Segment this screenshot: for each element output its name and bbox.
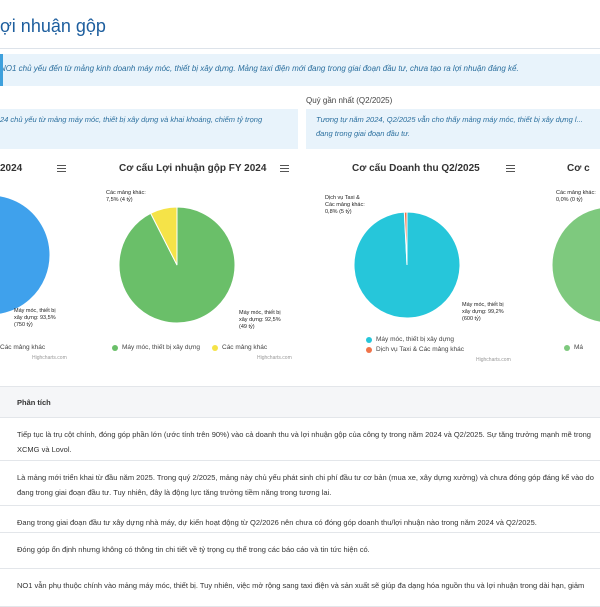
table-row: Đang trong giai đoạn đầu tư xây dựng nhà… bbox=[0, 505, 600, 533]
page-title: ợi nhuận gộp bbox=[0, 16, 106, 36]
table-cell-analysis: Đang trong giai đoạn đầu tư xây dựng nhà… bbox=[17, 518, 537, 527]
chart1-title: 2024 bbox=[0, 163, 23, 174]
chart4-label-other: Các mảng khác: 0,0% (0 tỷ) bbox=[556, 190, 596, 203]
chart2-credit[interactable]: Highcharts.com bbox=[257, 355, 292, 361]
note-q2-2025: Tương tự năm 2024, Q2/2025 vẫn cho thấy … bbox=[306, 109, 600, 149]
table-header-row: Phân tích bbox=[0, 386, 600, 418]
chart2-pie bbox=[118, 206, 236, 324]
table-row: Đóng góp ổn định nhưng không có thông ti… bbox=[0, 532, 600, 569]
chart2-legend-item-main[interactable]: Máy móc, thiết bị xây dựng bbox=[112, 344, 200, 351]
table-row: NO1 vẫn phụ thuộc chính vào mảng máy móc… bbox=[0, 568, 600, 607]
divider bbox=[0, 48, 600, 49]
table-cell-analysis: Tiếp tục là trụ cột chính, đóng góp phần… bbox=[17, 430, 591, 454]
chart2-menu-icon[interactable] bbox=[280, 165, 289, 173]
chart1-label-main: Máy móc, thiết bị xây dựng: 93,5% (750 t… bbox=[14, 308, 56, 328]
note-fy2024: 24 chủ yếu từ mảng máy móc, thiết bị xây… bbox=[0, 109, 298, 149]
chart4-slices bbox=[551, 207, 600, 323]
chart3-menu-icon[interactable] bbox=[506, 165, 515, 173]
chart3-legend-item-other[interactable]: Dịch vụ Taxi & Các mảng khác bbox=[366, 346, 464, 353]
pie-slice-main[interactable] bbox=[0, 195, 51, 315]
chart3-label-main: Máy móc, thiết bị xây dựng: 99,2% (600 t… bbox=[462, 302, 504, 322]
chart3-slices bbox=[353, 211, 461, 319]
pie-slice-main[interactable] bbox=[551, 207, 600, 323]
legend-dot bbox=[212, 344, 218, 351]
chart1-slices bbox=[0, 195, 51, 315]
legend-dot bbox=[366, 336, 372, 343]
summary-banner-text: NO1 chủ yếu đến từ mảng kinh doanh máy m… bbox=[0, 64, 519, 73]
chart4-legend-item-main[interactable]: Má bbox=[564, 344, 583, 351]
recent-quarter-label: Quý gần nhất (Q2/2025) bbox=[306, 96, 393, 105]
chart1-legend-item-other[interactable]: Các mảng khác bbox=[0, 344, 46, 351]
table-cell-analysis: Là mảng mới triển khai từ đầu năm 2025. … bbox=[17, 473, 594, 497]
pie-slice-other[interactable] bbox=[149, 206, 178, 266]
chart3-title: Cơ cấu Doanh thu Q2/2025 bbox=[352, 163, 480, 174]
chart2-label-main: Máy móc, thiết bị xây dựng: 92,5% (49 tỷ… bbox=[239, 310, 281, 330]
table-cell-analysis: NO1 vẫn phụ thuộc chính vào mảng máy móc… bbox=[17, 581, 585, 590]
chart3-legend-item-main[interactable]: Máy móc, thiết bị xây dựng bbox=[366, 336, 454, 343]
table-row: Là mảng mới triển khai từ đầu năm 2025. … bbox=[0, 460, 600, 506]
chart1-menu-icon[interactable] bbox=[57, 165, 66, 173]
table-cell-analysis: Đóng góp ổn định nhưng không có thông ti… bbox=[17, 545, 370, 554]
chart4-pie bbox=[551, 207, 600, 323]
chart2-title: Cơ cấu Lợi nhuận gộp FY 2024 bbox=[119, 163, 267, 174]
pie-slice-other[interactable] bbox=[403, 211, 408, 266]
legend-dot bbox=[112, 344, 118, 351]
chart1-credit[interactable]: Highcharts.com bbox=[32, 355, 67, 361]
chart3-pie bbox=[353, 211, 461, 319]
analysis-table: Phân tích Tiếp tục là trụ cột chính, đón… bbox=[0, 386, 600, 607]
table-row: Tiếp tục là trụ cột chính, đóng góp phần… bbox=[0, 417, 600, 461]
chart4-title: Cơ c bbox=[567, 163, 590, 174]
summary-banner: NO1 chủ yếu đến từ mảng kinh doanh máy m… bbox=[0, 54, 600, 86]
chart3-label-other: Dịch vụ Taxi & Các mảng khác: 0,8% (5 tỷ… bbox=[325, 195, 365, 215]
chart1-pie bbox=[0, 195, 51, 315]
chart2-label-other: Các mảng khác: 7,5% (4 tỷ) bbox=[106, 190, 146, 203]
table-header-blank bbox=[0, 386, 17, 418]
legend-dot bbox=[564, 344, 570, 351]
table-header-analysis: Phân tích bbox=[17, 386, 600, 418]
chart2-slices bbox=[118, 206, 236, 324]
chart2-legend-item-other[interactable]: Các mảng khác bbox=[212, 344, 267, 351]
chart3-credit[interactable]: Highcharts.com bbox=[476, 357, 511, 363]
legend-dot bbox=[366, 346, 372, 353]
